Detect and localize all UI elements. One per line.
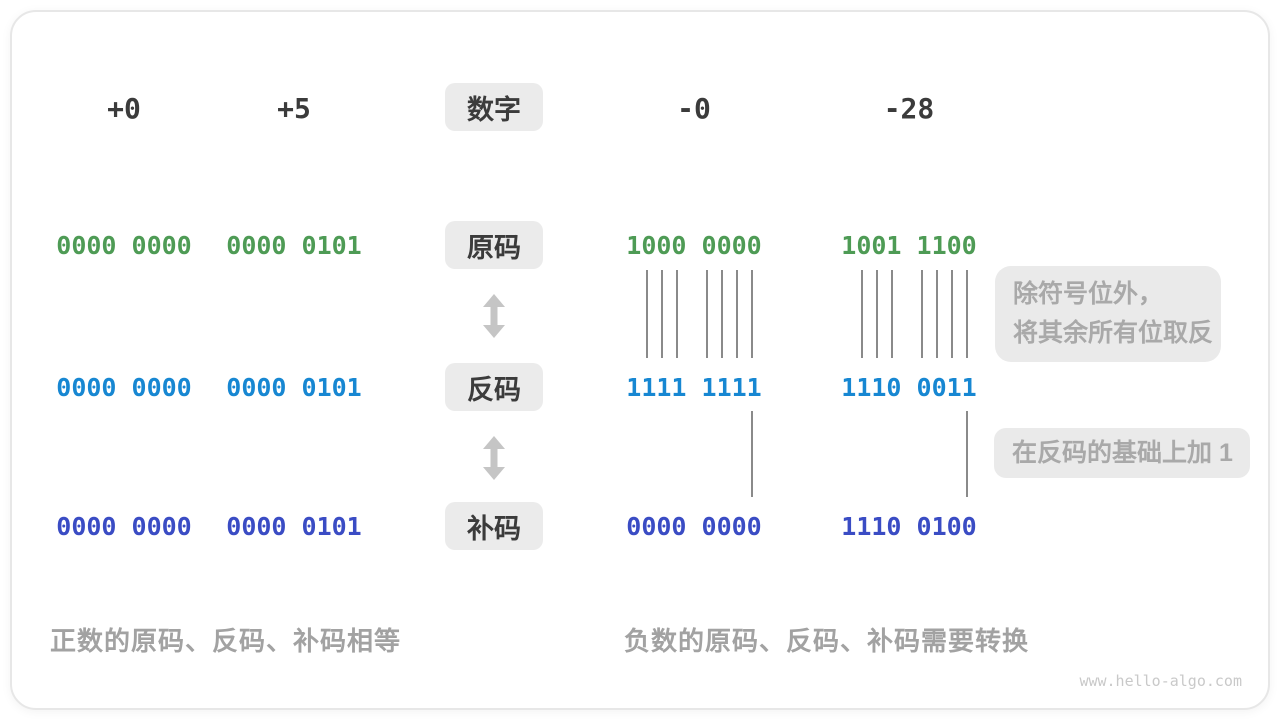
header-value-minus28: -28 <box>883 92 935 125</box>
invert-note: 除符号位外， 将其余所有位取反 <box>995 266 1221 362</box>
header-value-plus0: +0 <box>107 92 141 125</box>
ones-complement-label: 反码 <box>445 363 543 411</box>
updown-arrow-icon <box>483 436 505 480</box>
twos-complement-label: 补码 <box>445 502 543 550</box>
ones-complement-minus28: 1110 0011 <box>841 373 977 402</box>
header-value-plus5: +5 <box>277 92 311 125</box>
caption-negative: 负数的原码、反码、补码需要转换 <box>624 626 1030 656</box>
updown-arrow-icon <box>483 294 505 338</box>
add-one-note: 在反码的基础上加 1 <box>994 428 1250 478</box>
invert-note-line2: 将其余所有位取反 <box>1013 319 1214 347</box>
twos-complement-minus28: 1110 0100 <box>841 512 977 541</box>
invert-note-line1: 除符号位外， <box>1013 280 1164 309</box>
watermark-url: www.hello-algo.com <box>1079 672 1242 690</box>
header-value-minus0: -0 <box>677 92 711 125</box>
invert-bit-lines-minus28 <box>839 270 975 358</box>
add-one-line-minus28 <box>966 411 968 497</box>
sign-magnitude-minus28: 1001 1100 <box>841 231 977 260</box>
diagram-card: +0 +5 数字 -0 -28 0000 0000 0000 0101 原码 1… <box>10 10 1270 710</box>
twos-complement-plus5: 0000 0101 <box>226 512 362 541</box>
caption-positive: 正数的原码、反码、补码相等 <box>50 626 402 656</box>
header-label-number: 数字 <box>445 83 543 131</box>
twos-complement-minus0: 0000 0000 <box>626 512 762 541</box>
ones-complement-minus0: 1111 1111 <box>626 373 762 402</box>
ones-complement-plus0: 0000 0000 <box>56 373 192 402</box>
invert-bit-lines-minus0 <box>624 270 760 358</box>
sign-magnitude-plus5: 0000 0101 <box>226 231 362 260</box>
sign-magnitude-minus0: 1000 0000 <box>626 231 762 260</box>
ones-complement-plus5: 0000 0101 <box>226 373 362 402</box>
twos-complement-plus0: 0000 0000 <box>56 512 192 541</box>
add-one-note-text: 在反码的基础上加 1 <box>1012 438 1233 467</box>
add-one-line-minus0 <box>751 411 753 497</box>
sign-magnitude-plus0: 0000 0000 <box>56 231 192 260</box>
sign-magnitude-label: 原码 <box>445 221 543 269</box>
